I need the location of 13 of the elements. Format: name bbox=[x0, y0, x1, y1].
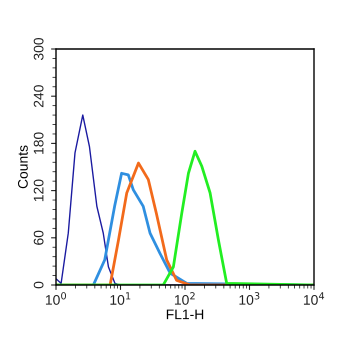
y-tick-label: 300 bbox=[34, 38, 44, 60]
y-tick-label: 0 bbox=[34, 282, 44, 288]
x-tick-label: 10$^{3}$ bbox=[239, 292, 260, 305]
x-axis-title: FL1-H bbox=[166, 310, 204, 320]
x-tick-label: 10$^{1}$ bbox=[110, 292, 130, 305]
x-tick-label: 10$^{4}$ bbox=[304, 292, 324, 305]
y-tick-label: 60 bbox=[34, 230, 44, 245]
y-tick-label: 180 bbox=[34, 132, 44, 154]
y-axis-title: Counts bbox=[18, 145, 28, 188]
y-tick-label: 240 bbox=[34, 85, 44, 108]
x-tick-label: 10$^{0}$ bbox=[46, 292, 66, 305]
y-tick-label: 120 bbox=[34, 180, 44, 202]
x-tick-label: 10$^{2}$ bbox=[174, 292, 195, 305]
